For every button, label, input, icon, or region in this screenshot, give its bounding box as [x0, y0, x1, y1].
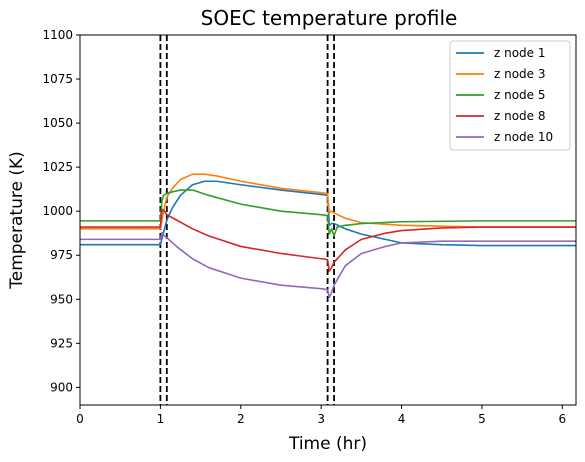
x-axis: 0 1 2 3 4 5 6 [76, 405, 566, 426]
y-tick-label: 1025 [42, 160, 73, 174]
x-tick-label: 0 [76, 412, 84, 426]
y-tick-label: 1050 [42, 116, 73, 130]
y-axis: 900 925 950 975 1000 1025 1050 1075 1100 [42, 28, 80, 394]
x-tick-label: 5 [478, 412, 486, 426]
x-tick-label: 4 [398, 412, 406, 426]
series-lines [80, 173, 576, 299]
series-line-z-node-1 [80, 180, 576, 247]
legend-label: z node 5 [494, 88, 546, 102]
y-tick-label: 1000 [42, 204, 73, 218]
x-tick-label: 6 [559, 412, 567, 426]
legend-label: z node 10 [494, 130, 553, 144]
y-tick-label: 1100 [42, 28, 73, 42]
legend: z node 1 z node 3 z node 5 z node 8 z node 1… [449, 40, 571, 151]
legend-label: z node 3 [494, 67, 546, 81]
series-line-z-node-5 [80, 189, 576, 237]
x-tick-label: 3 [317, 412, 325, 426]
y-tick-label: 1075 [42, 72, 73, 86]
x-tick-label: 1 [157, 412, 165, 426]
plot-frame [79, 34, 577, 406]
y-tick-label: 975 [50, 248, 73, 262]
y-tick-label: 950 [50, 292, 73, 306]
y-axis-label: Temperature (K) [7, 151, 27, 290]
series-line-z-node-8 [80, 208, 576, 272]
legend-label: z node 1 [494, 46, 546, 60]
x-axis-label: Time (hr) [288, 434, 367, 454]
y-tick-label: 925 [50, 336, 73, 350]
series-line-z-node-10 [80, 231, 576, 299]
x-tick-label: 2 [237, 412, 245, 426]
y-tick-label: 900 [50, 380, 73, 394]
legend-label: z node 8 [494, 109, 546, 123]
legend-box [449, 40, 571, 151]
chart-title: SOEC temperature profile [201, 6, 458, 30]
reference-lines [159, 35, 335, 405]
